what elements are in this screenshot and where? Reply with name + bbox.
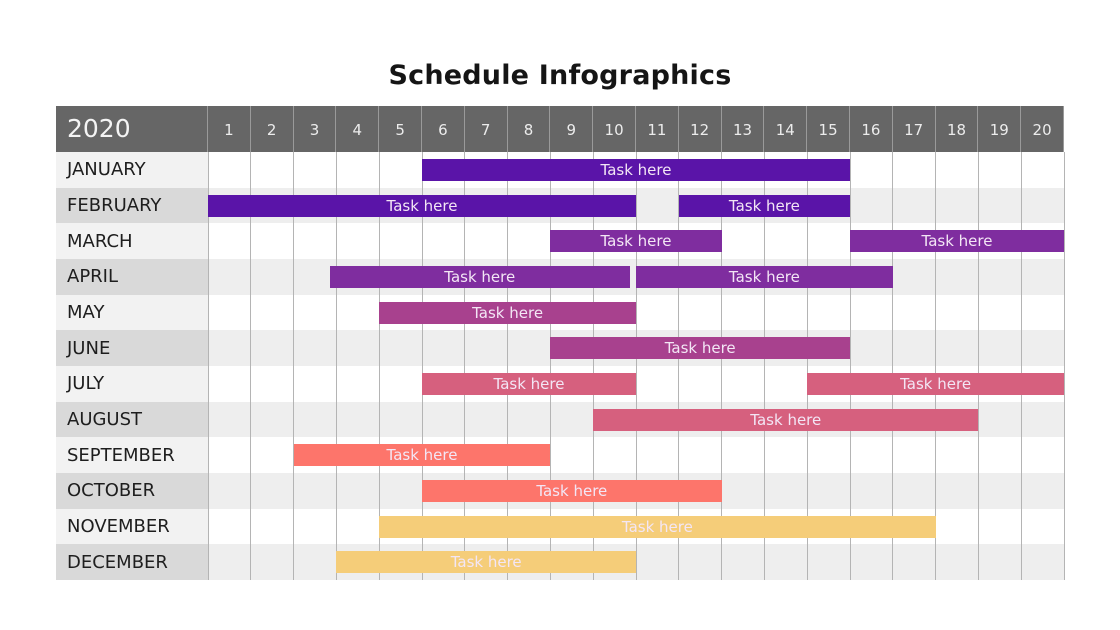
column-header: 20	[1021, 106, 1064, 152]
chart-title: Schedule Infographics	[388, 60, 732, 91]
column-header: 2	[251, 106, 294, 152]
grid-line	[293, 152, 295, 580]
chart-header: 2020 1 2 3 4 5 6 7 8 9 10 11 12 13 14 15 16 17 18 19 20	[56, 106, 1064, 152]
column-header: 8	[508, 106, 551, 152]
grid-line	[592, 152, 594, 580]
column-header: 4	[336, 106, 380, 152]
grid-line	[892, 152, 894, 580]
grid-line	[207, 152, 209, 580]
grid-line	[977, 152, 979, 580]
task-bar[interactable]: Task here	[850, 230, 1064, 253]
grid-line	[678, 152, 680, 580]
grid-line	[721, 152, 723, 580]
grid-line	[507, 152, 509, 580]
task-bar[interactable]: Task here	[636, 266, 893, 288]
month-label: JULY	[56, 366, 208, 402]
grid-line	[935, 152, 937, 580]
month-row: JANUARY	[56, 152, 1064, 188]
task-bar[interactable]: Task here	[550, 230, 722, 253]
month-label: APRIL	[56, 259, 208, 295]
month-label: OCTOBER	[56, 473, 208, 509]
task-bar[interactable]: Task here	[379, 515, 936, 538]
task-bar[interactable]: Task here	[807, 373, 1064, 395]
grid-line	[763, 152, 765, 580]
grid-line	[250, 152, 252, 580]
task-bar[interactable]: Task here	[550, 337, 850, 360]
month-label: AUGUST	[56, 401, 208, 438]
column-header: 9	[550, 106, 594, 152]
gantt-chart: 2020 1 2 3 4 5 6 7 8 9 10 11 12 13 14 15 16 17 18 19 20 JAN…	[56, 106, 1065, 580]
month-label: MAY	[56, 294, 208, 331]
grid-line	[464, 152, 466, 580]
task-bar[interactable]: Task here	[422, 373, 636, 395]
year-label: 2020	[56, 106, 208, 152]
month-label: FEBRUARY	[56, 187, 208, 224]
column-header: 5	[379, 106, 422, 152]
column-header: 6	[422, 106, 465, 152]
grid-line	[806, 152, 808, 580]
column-header: 14	[764, 106, 808, 152]
month-label: NOVEMBER	[56, 508, 208, 545]
grid-line	[378, 152, 380, 580]
column-header: 17	[893, 106, 936, 152]
grid-line	[421, 152, 423, 580]
column-header: 3	[294, 106, 337, 152]
grid-line	[549, 152, 551, 580]
month-row: SEPTEMBER	[56, 437, 1064, 473]
column-header: 16	[850, 106, 893, 152]
column-header: 1	[208, 106, 251, 152]
grid-line	[635, 152, 637, 580]
month-row: OCTOBER	[56, 473, 1064, 509]
month-label: SEPTEMBER	[56, 437, 208, 473]
column-header: 13	[722, 106, 765, 152]
grid-line	[1063, 152, 1065, 580]
column-header: 7	[465, 106, 508, 152]
grid-line	[849, 152, 851, 580]
month-row: FEBRUARY	[56, 187, 1064, 224]
task-bar[interactable]: Task here	[329, 266, 630, 288]
task-bar[interactable]: Task here	[678, 194, 850, 217]
task-bar[interactable]: Task here	[422, 159, 850, 181]
task-bar[interactable]: Task here	[422, 480, 722, 502]
task-bar[interactable]: Task here	[208, 194, 636, 217]
column-header: 18	[936, 106, 979, 152]
column-header: 12	[679, 106, 722, 152]
task-bar[interactable]: Task here	[593, 408, 979, 431]
grid-line	[1020, 152, 1022, 580]
column-header: 10	[593, 106, 636, 152]
grid-line	[335, 152, 337, 580]
task-bar[interactable]: Task here	[293, 444, 551, 467]
month-label: JUNE	[56, 330, 208, 366]
month-label: DECEMBER	[56, 544, 208, 580]
task-bar[interactable]: Task here	[379, 301, 636, 324]
month-label: MARCH	[56, 223, 208, 259]
task-bar[interactable]: Task here	[336, 551, 636, 574]
column-header: 19	[978, 106, 1022, 152]
month-label: JANUARY	[56, 152, 208, 188]
column-header: 11	[636, 106, 679, 152]
column-header: 15	[807, 106, 850, 152]
